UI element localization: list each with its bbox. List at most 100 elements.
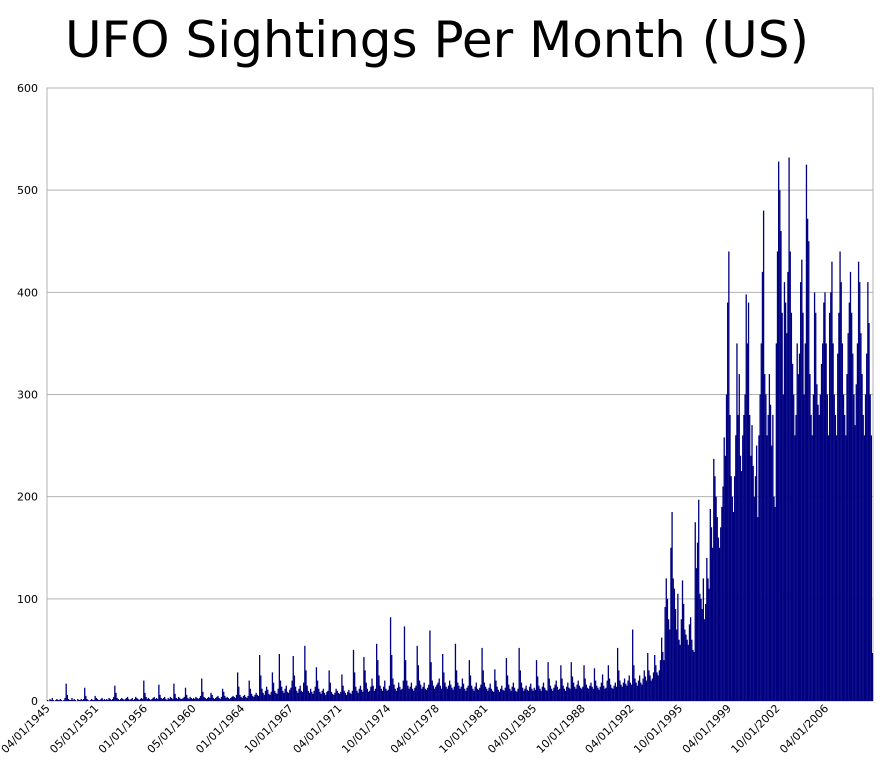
- bar: [510, 690, 512, 701]
- bar: [531, 688, 533, 701]
- bar: [421, 688, 423, 701]
- bar: [158, 684, 160, 701]
- bar: [622, 682, 625, 701]
- bar: [350, 693, 352, 701]
- bar: [77, 698, 79, 701]
- bar: [841, 343, 844, 701]
- bar: [394, 688, 396, 701]
- bar: [320, 693, 322, 701]
- bar: [822, 343, 824, 701]
- bar: [311, 691, 313, 701]
- bar: [371, 678, 373, 701]
- bar: [540, 690, 542, 701]
- bar: [528, 686, 531, 701]
- bar: [382, 686, 385, 701]
- bar: [132, 699, 135, 701]
- bar: [488, 687, 490, 701]
- bar: [282, 690, 284, 701]
- y-tick-label: 500: [17, 184, 38, 197]
- bar: [811, 435, 813, 701]
- bar: [372, 685, 374, 701]
- bar: [530, 683, 532, 701]
- bar: [330, 691, 333, 701]
- bar: [168, 698, 170, 701]
- bar: [779, 190, 781, 701]
- bar: [63, 699, 65, 701]
- bar: [772, 414, 774, 701]
- bar: [837, 353, 839, 701]
- bar: [654, 655, 656, 701]
- bar: [398, 682, 400, 701]
- bar: [667, 619, 670, 701]
- bar: [64, 697, 66, 701]
- bar: [603, 685, 605, 701]
- bar: [165, 698, 167, 701]
- bar: [59, 698, 62, 701]
- bar: [442, 654, 444, 701]
- bar: [680, 619, 682, 701]
- bar: [724, 455, 727, 701]
- bar: [172, 698, 174, 701]
- bar: [850, 312, 853, 701]
- bar: [318, 688, 320, 701]
- bar: [727, 302, 729, 701]
- bar: [307, 690, 309, 701]
- bar: [465, 690, 467, 701]
- bar: [129, 699, 131, 701]
- bar: [329, 682, 331, 701]
- bar: [591, 686, 593, 701]
- bar: [388, 685, 391, 701]
- bar: [768, 374, 771, 701]
- bar: [247, 695, 249, 701]
- bar: [484, 686, 487, 701]
- bar: [378, 675, 380, 701]
- bar: [290, 687, 292, 701]
- bar: [294, 686, 297, 701]
- bar: [389, 617, 392, 701]
- bar: [102, 699, 104, 701]
- bar: [820, 363, 823, 701]
- bar: [594, 680, 597, 701]
- bar: [297, 692, 299, 701]
- bar: [669, 629, 671, 701]
- bar: [167, 697, 169, 701]
- bar: [666, 598, 669, 701]
- bar: [714, 476, 716, 701]
- bar: [723, 437, 725, 701]
- bar: [649, 675, 651, 701]
- bar: [162, 697, 165, 701]
- bar: [433, 688, 436, 701]
- bar: [292, 656, 294, 701]
- bar: [337, 692, 340, 701]
- bar: [543, 687, 546, 701]
- bar: [331, 693, 334, 701]
- bar: [721, 506, 723, 701]
- bar: [458, 685, 460, 701]
- bar: [517, 688, 519, 701]
- bar: [683, 603, 685, 701]
- bar: [482, 670, 484, 701]
- bar: [338, 693, 341, 701]
- bar: [577, 680, 579, 701]
- bar: [347, 691, 349, 701]
- bar: [293, 675, 296, 701]
- bar: [477, 689, 480, 701]
- bar: [259, 655, 261, 701]
- bar: [164, 696, 166, 701]
- bar: [541, 686, 543, 701]
- x-tick-label: 10/01/1967: [242, 702, 296, 756]
- bar: [138, 699, 140, 701]
- bar: [593, 668, 596, 701]
- bar: [342, 685, 344, 701]
- bar: [233, 696, 235, 701]
- bar: [553, 687, 555, 701]
- bar: [328, 670, 330, 701]
- bar: [804, 343, 806, 701]
- bar: [94, 695, 96, 701]
- x-tick-label: 01/01/1956: [96, 702, 150, 756]
- bar: [796, 343, 798, 701]
- bar: [218, 697, 220, 701]
- bar: [103, 698, 106, 701]
- bar: [489, 683, 491, 701]
- bar: [798, 353, 801, 701]
